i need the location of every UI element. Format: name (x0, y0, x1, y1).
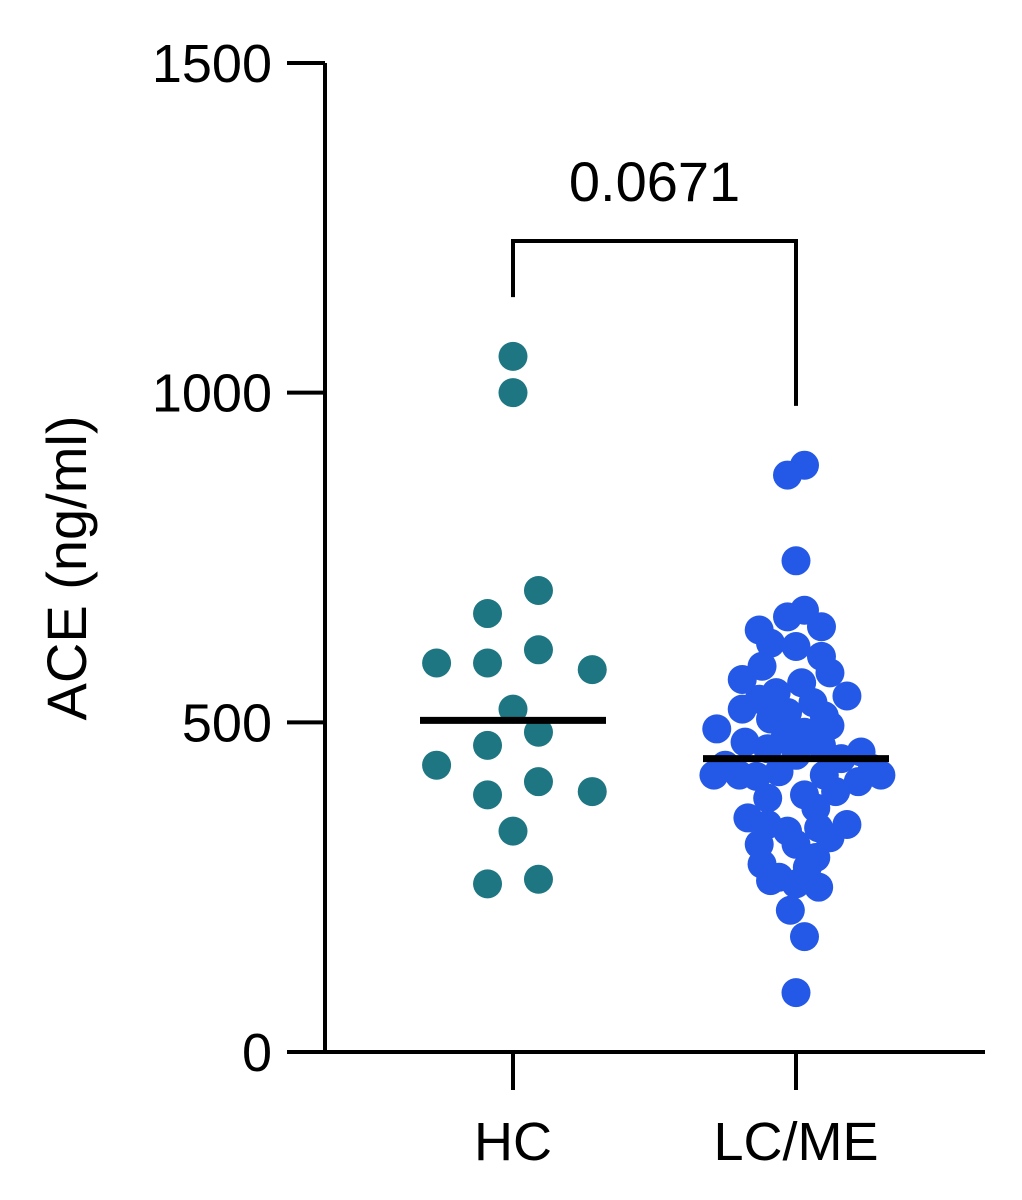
data-point (702, 714, 732, 744)
y-tick-label: 1000 (152, 364, 272, 424)
data-point (498, 816, 528, 846)
median-lines (420, 716, 889, 763)
y-ticks: 0 500 1000 1500 (152, 34, 325, 1083)
data-point (866, 760, 896, 790)
data-point (773, 602, 803, 632)
data-point (473, 869, 503, 899)
x-ticks: HC LC/ME (474, 1052, 879, 1172)
x-axis: HC LC/ME (287, 1050, 985, 1172)
data-point (523, 767, 553, 797)
data-point (473, 648, 503, 678)
data-point (741, 761, 771, 791)
data-point (473, 599, 503, 629)
data-point (473, 780, 503, 810)
data-point (422, 750, 452, 780)
y-axis-title: ACE (ng/ml) (35, 416, 98, 721)
data-point (753, 783, 783, 813)
bracket-line (511, 239, 798, 406)
data-point (727, 694, 757, 724)
data-points (422, 341, 896, 1008)
significance-bracket: 0.0671 (511, 150, 798, 406)
data-point (773, 460, 803, 490)
y-tick-label: 0 (242, 1023, 272, 1083)
y-tick-label: 1500 (152, 34, 272, 94)
data-point (764, 757, 794, 787)
data-point (756, 628, 786, 658)
data-point (699, 760, 729, 790)
data-point (832, 681, 862, 711)
data-point (498, 341, 528, 371)
data-point (781, 869, 811, 899)
data-point (727, 664, 757, 694)
data-point (781, 978, 811, 1008)
data-point (789, 922, 819, 952)
p-value-label: 0.0671 (569, 150, 740, 213)
data-point (498, 378, 528, 408)
y-tick-label: 500 (182, 693, 272, 753)
data-point (804, 872, 834, 902)
x-tick-label: HC (474, 1112, 552, 1172)
data-point (781, 546, 811, 576)
data-point (806, 612, 836, 642)
series-hc (422, 341, 607, 899)
series-lc-me (699, 450, 896, 1008)
data-point (523, 635, 553, 665)
data-point (577, 777, 607, 807)
data-point (523, 575, 553, 605)
data-point (775, 895, 805, 925)
data-point (498, 694, 528, 724)
data-point (730, 727, 760, 757)
data-point (756, 866, 786, 896)
x-tick-label: LC/ME (713, 1112, 878, 1172)
data-point (422, 648, 452, 678)
data-point (815, 658, 845, 688)
data-point (821, 777, 851, 807)
data-point (577, 655, 607, 685)
data-point (523, 864, 553, 894)
data-point (781, 632, 811, 662)
data-point (843, 767, 873, 797)
y-axis: 0 500 1000 1500 (152, 34, 327, 1083)
data-point (523, 717, 553, 747)
data-point (473, 730, 503, 760)
